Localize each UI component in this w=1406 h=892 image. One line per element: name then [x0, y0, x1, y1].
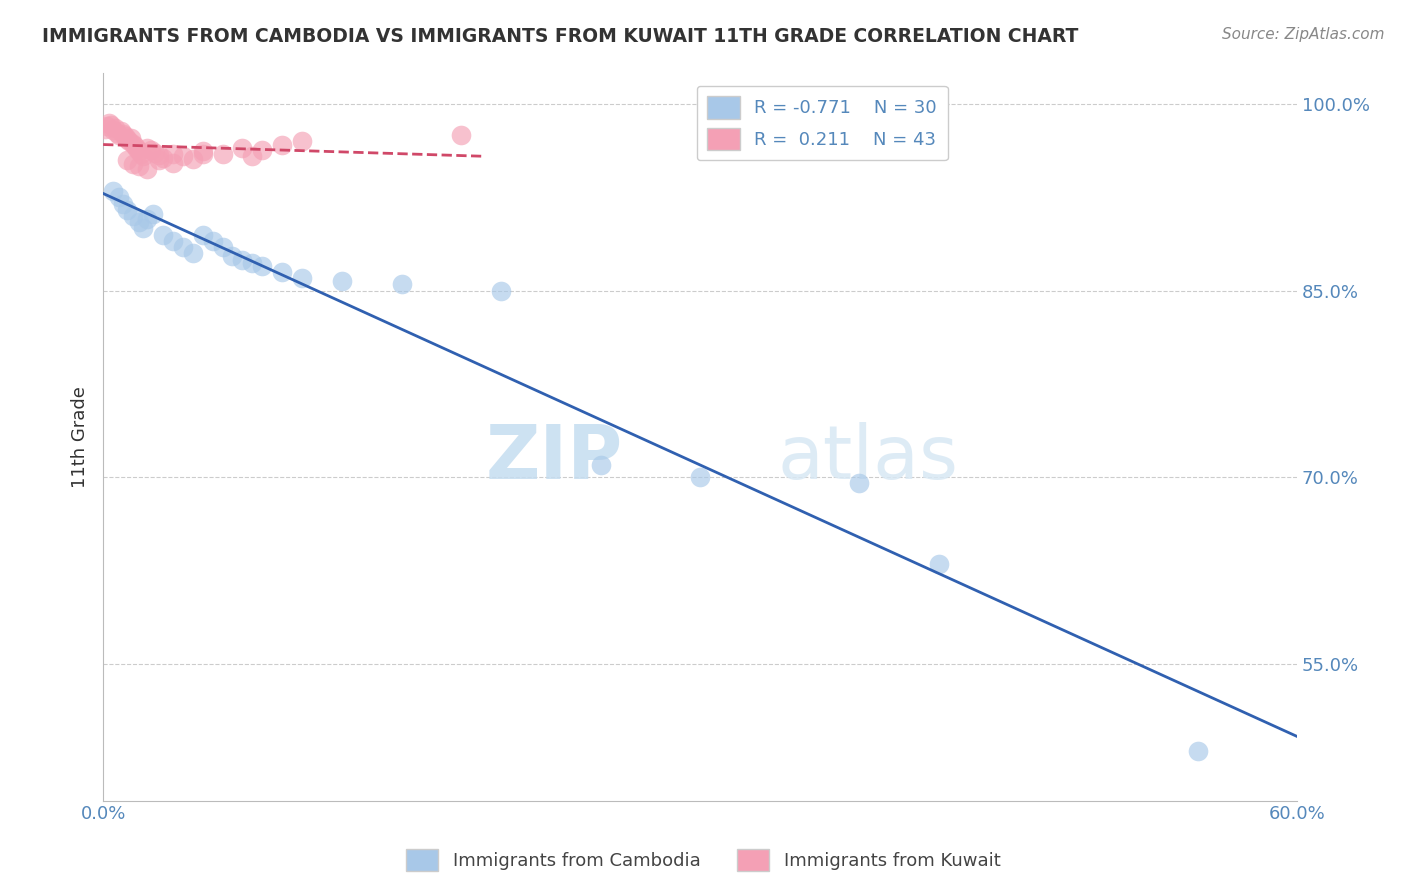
Point — [128, 159, 150, 173]
Point — [125, 142, 148, 156]
Point — [112, 196, 135, 211]
Point — [271, 265, 294, 279]
Text: Source: ZipAtlas.com: Source: ZipAtlas.com — [1222, 27, 1385, 42]
Point — [114, 129, 136, 144]
Point — [96, 120, 118, 134]
Point — [108, 190, 131, 204]
Point — [128, 215, 150, 229]
Point — [489, 284, 512, 298]
Point — [240, 256, 263, 270]
Point — [110, 124, 132, 138]
Point — [118, 135, 141, 149]
Point — [848, 476, 870, 491]
Point — [120, 130, 142, 145]
Point — [104, 120, 127, 135]
Point — [115, 202, 138, 217]
Point — [162, 234, 184, 248]
Point — [100, 118, 122, 132]
Point — [139, 143, 162, 157]
Point — [132, 149, 155, 163]
Point — [143, 145, 166, 160]
Point — [201, 234, 224, 248]
Point — [191, 146, 214, 161]
Point — [172, 240, 194, 254]
Point — [122, 157, 145, 171]
Text: ZIP: ZIP — [485, 422, 623, 495]
Point — [291, 135, 314, 149]
Point — [128, 145, 150, 159]
Y-axis label: 11th Grade: 11th Grade — [72, 386, 89, 488]
Point — [105, 126, 128, 140]
Point — [162, 146, 184, 161]
Point — [122, 209, 145, 223]
Point — [211, 240, 233, 254]
Point — [589, 458, 612, 472]
Point — [124, 139, 146, 153]
Point — [101, 184, 124, 198]
Point — [122, 136, 145, 151]
Point — [191, 227, 214, 242]
Point — [181, 152, 204, 166]
Point — [142, 206, 165, 220]
Point — [135, 211, 157, 226]
Point — [181, 246, 204, 260]
Point — [211, 146, 233, 161]
Legend: R = -0.771    N = 30, R =  0.211    N = 43: R = -0.771 N = 30, R = 0.211 N = 43 — [696, 86, 948, 161]
Point — [291, 271, 314, 285]
Point — [132, 221, 155, 235]
Point — [135, 161, 157, 176]
Point — [162, 155, 184, 169]
Point — [148, 148, 170, 162]
Legend: Immigrants from Cambodia, Immigrants from Kuwait: Immigrants from Cambodia, Immigrants fro… — [398, 842, 1008, 879]
Point — [252, 259, 274, 273]
Point — [928, 558, 950, 572]
Text: IMMIGRANTS FROM CAMBODIA VS IMMIGRANTS FROM KUWAIT 11TH GRADE CORRELATION CHART: IMMIGRANTS FROM CAMBODIA VS IMMIGRANTS F… — [42, 27, 1078, 45]
Point — [689, 470, 711, 484]
Point — [271, 138, 294, 153]
Point — [101, 123, 124, 137]
Point — [152, 227, 174, 242]
Point — [240, 149, 263, 163]
Point — [98, 116, 121, 130]
Point — [129, 146, 152, 161]
Point — [115, 153, 138, 167]
Point — [172, 149, 194, 163]
Point — [231, 252, 253, 267]
Point — [1187, 744, 1209, 758]
Point — [108, 128, 131, 143]
Point — [115, 132, 138, 146]
Point — [221, 249, 243, 263]
Point — [152, 151, 174, 165]
Point — [135, 140, 157, 154]
Point — [191, 145, 214, 159]
Point — [450, 128, 472, 143]
Text: atlas: atlas — [778, 422, 959, 495]
Point — [231, 140, 253, 154]
Point — [94, 122, 117, 136]
Point — [330, 274, 353, 288]
Point — [391, 277, 413, 292]
Point — [252, 143, 274, 157]
Point — [148, 153, 170, 167]
Point — [112, 127, 135, 141]
